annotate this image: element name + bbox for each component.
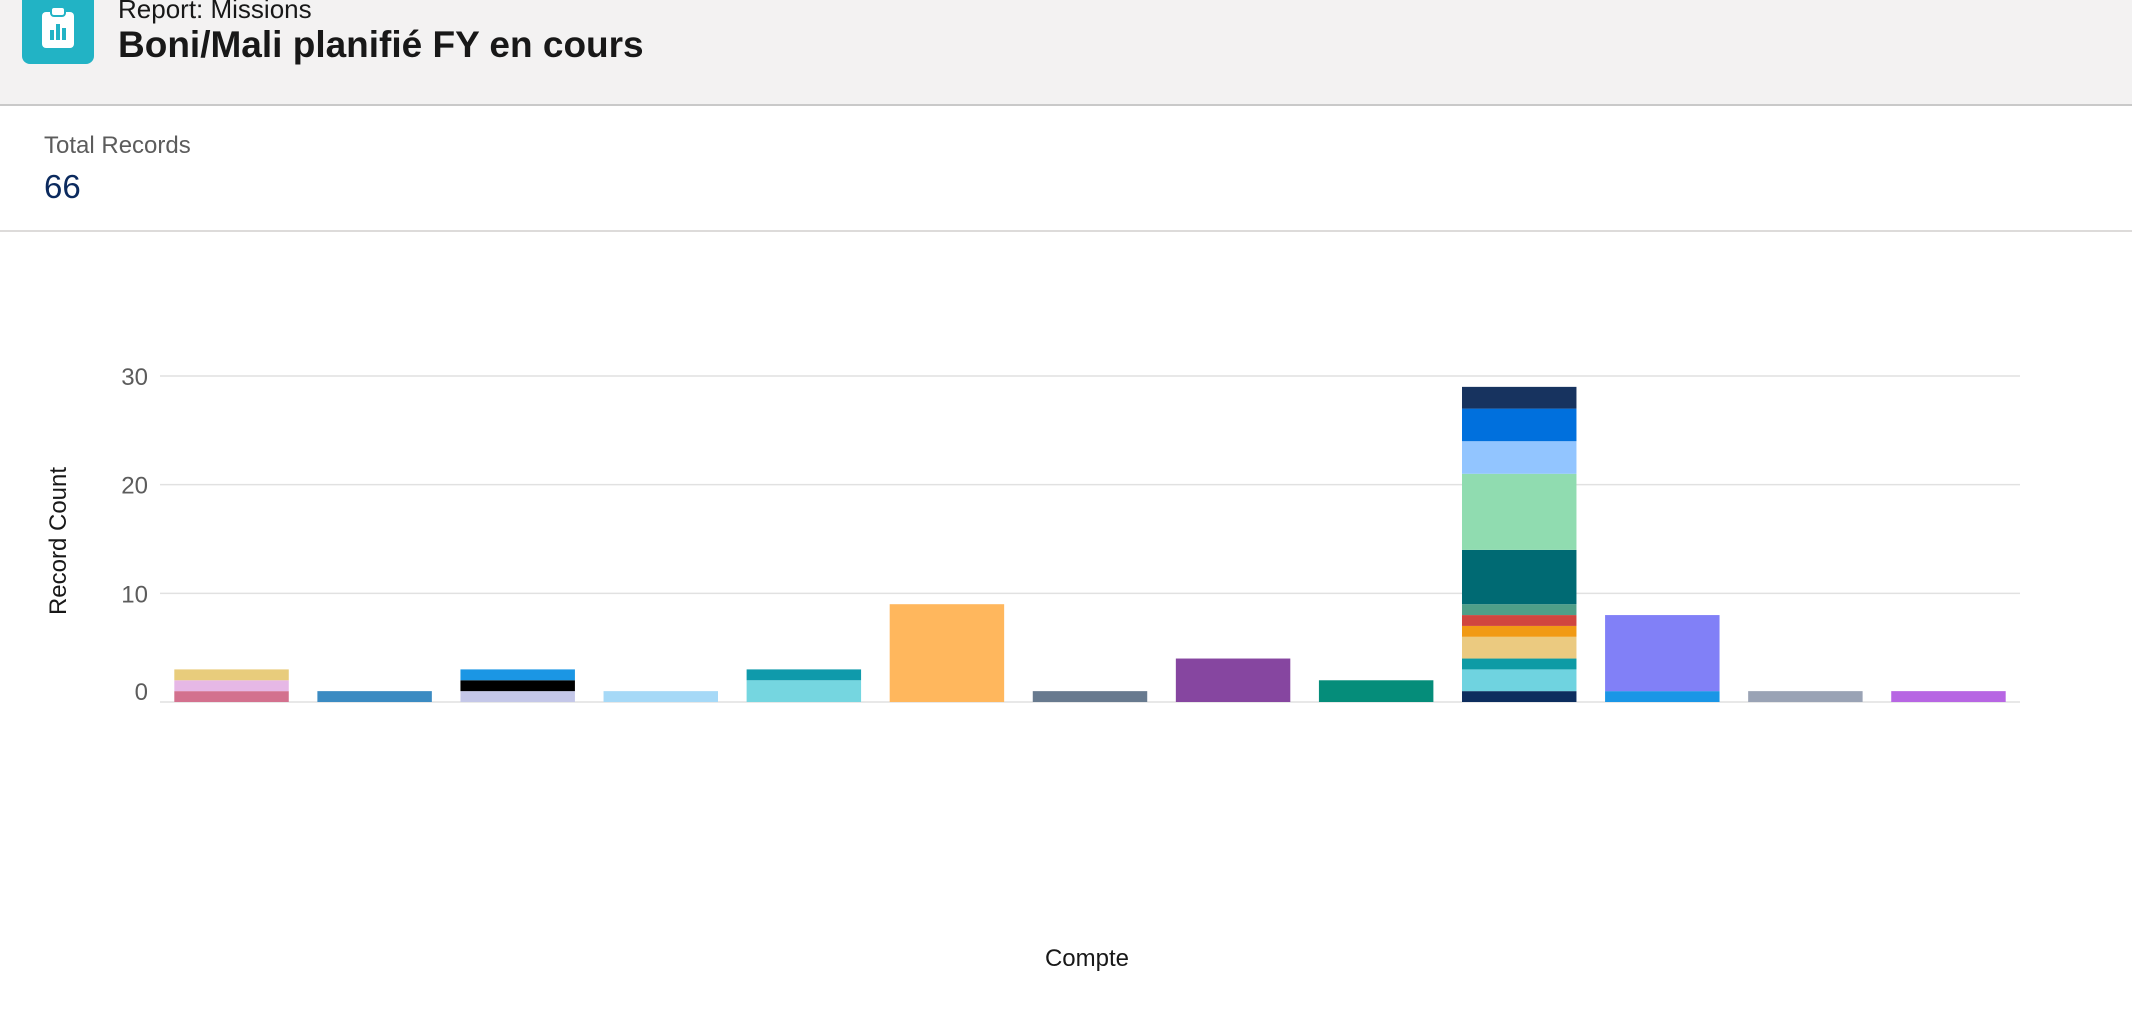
bar-stack-5[interactable]	[746, 669, 862, 702]
bar-segment[interactable]	[1032, 691, 1148, 702]
bar-segment[interactable]	[174, 680, 289, 692]
bar-stack-11[interactable]	[1605, 615, 1720, 702]
bar-segment[interactable]	[460, 669, 575, 681]
bar-segment[interactable]	[1605, 615, 1720, 692]
report-type-label: Report: Missions	[118, 0, 312, 24]
bar-segment[interactable]	[1748, 691, 1863, 702]
bar-segment[interactable]	[1462, 604, 1577, 616]
bar-segment[interactable]	[460, 680, 575, 692]
bar-stack-8[interactable]	[1175, 658, 1291, 702]
bar-segment[interactable]	[746, 669, 862, 681]
bar-segment[interactable]	[174, 669, 289, 681]
bar-segment[interactable]	[1462, 636, 1577, 659]
bar-stack-13[interactable]	[1891, 691, 2006, 702]
total-records-value: 66	[44, 168, 81, 205]
report-clipboard-icon	[22, 0, 94, 64]
bar-segment[interactable]	[1462, 658, 1577, 670]
bar-segment[interactable]	[1891, 691, 2006, 702]
bar-segment[interactable]	[1462, 549, 1577, 605]
chart-gridlines	[160, 375, 2020, 703]
bar-segment[interactable]	[889, 604, 1005, 702]
bar-stack-7[interactable]	[1032, 691, 1148, 702]
bar-stack-1[interactable]	[174, 669, 289, 702]
bar-segment[interactable]	[317, 691, 432, 702]
bar-segment[interactable]	[1462, 669, 1577, 692]
y-axis-title: Record Count	[45, 467, 72, 615]
bar-segment[interactable]	[1462, 408, 1577, 442]
bar-stack-9[interactable]	[1318, 680, 1434, 702]
bar-segment[interactable]	[1462, 473, 1577, 550]
x-axis-title: Compte	[1045, 945, 1129, 972]
bar-stack-6[interactable]	[889, 604, 1005, 702]
bar-stack-4[interactable]	[603, 691, 718, 702]
bar-segment[interactable]	[1462, 441, 1577, 474]
bar-segment[interactable]	[174, 691, 289, 702]
y-tick-label: 30	[121, 364, 148, 391]
bar-segment[interactable]	[1605, 691, 1720, 702]
summary-panel: Total Records 66	[0, 106, 2132, 232]
bar-segment[interactable]	[603, 691, 718, 702]
bar-chart: 0 10 20 30 Record Count Compte	[45, 364, 2020, 972]
bar-segment[interactable]	[460, 691, 575, 702]
y-tick-label: 20	[121, 473, 148, 500]
bar-segment[interactable]	[1318, 680, 1434, 702]
bar-stack-3[interactable]	[460, 669, 575, 702]
bar-segment[interactable]	[1175, 658, 1291, 702]
bar-stack-12[interactable]	[1748, 691, 1863, 702]
bar-stack-2[interactable]	[317, 691, 432, 702]
bar-segment[interactable]	[746, 680, 862, 702]
bar-segment[interactable]	[1462, 625, 1577, 637]
bar-segment[interactable]	[1462, 615, 1577, 626]
bar-stack-10[interactable]	[1462, 386, 1577, 702]
y-tick-label: 0	[135, 679, 148, 706]
bar-segment[interactable]	[1462, 691, 1577, 702]
chart-bars	[174, 386, 2006, 702]
y-tick-label: 10	[121, 581, 148, 608]
y-axis-ticks: 0 10 20 30	[121, 364, 148, 706]
bar-segment[interactable]	[1462, 386, 1577, 409]
report-header: Report: Missions Boni/Mali planifié FY e…	[0, 0, 2132, 106]
report-title: Boni/Mali planifié FY en cours	[118, 24, 644, 65]
total-records-label: Total Records	[44, 132, 191, 159]
